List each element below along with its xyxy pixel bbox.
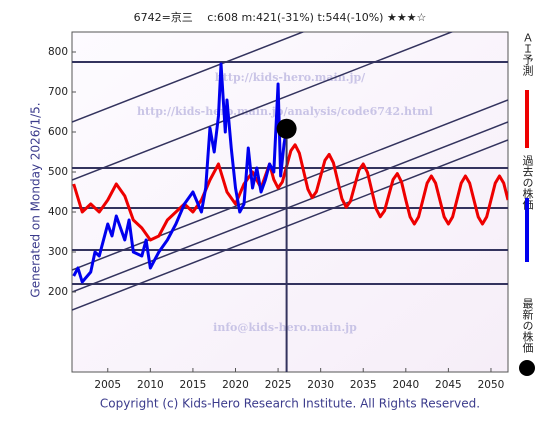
x-tick-label: 2025 — [265, 379, 292, 391]
x-tick-label: 2005 — [94, 379, 121, 391]
channel-line — [72, 32, 454, 181]
watermark: http://kids-hero.main.jp/analysis/code67… — [137, 105, 433, 118]
channel-line — [72, 121, 508, 293]
x-tick-label: 2045 — [435, 379, 462, 391]
legend-swatch — [519, 360, 535, 376]
channel-line — [72, 32, 305, 123]
y-label: Generated on Monday 2026/1/5. — [29, 102, 43, 297]
plot-area — [71, 31, 509, 373]
x-tick-label: 2010 — [137, 379, 164, 391]
chart-title: 6742=京三 c:608 m:421(-31%) t:544(-10%) ★★… — [134, 10, 427, 24]
watermark: info@kids-hero.main.jp — [213, 321, 357, 334]
latest-point — [276, 118, 297, 139]
y-tick-label: 600 — [48, 126, 68, 138]
x-tick-label: 2050 — [478, 379, 505, 391]
legend-label: 最新の株価 — [521, 298, 534, 353]
x-tick-label: 2035 — [350, 379, 377, 391]
legend-label: ＡＩ予測 — [521, 32, 534, 77]
y-tick-label: 300 — [48, 246, 68, 258]
watermark: http://kids-hero.main.jp/ — [215, 71, 366, 84]
series-line — [72, 62, 289, 284]
y-tick-label: 800 — [48, 46, 68, 58]
series-line — [72, 143, 508, 242]
x-tick-label: 2040 — [392, 379, 419, 391]
legend-label: 過去の株価 — [521, 155, 534, 210]
y-tick-label: 200 — [48, 286, 68, 298]
y-tick-label: 500 — [48, 166, 68, 178]
x-tick-label: 2020 — [222, 379, 249, 391]
footer: Copyright (c) Kids-Hero Research Institu… — [100, 397, 480, 411]
x-tick-label: 2015 — [180, 379, 207, 391]
channel-line — [72, 139, 508, 311]
y-tick-label: 700 — [48, 86, 68, 98]
x-tick-label: 2030 — [307, 379, 334, 391]
y-tick-label: 400 — [48, 206, 68, 218]
